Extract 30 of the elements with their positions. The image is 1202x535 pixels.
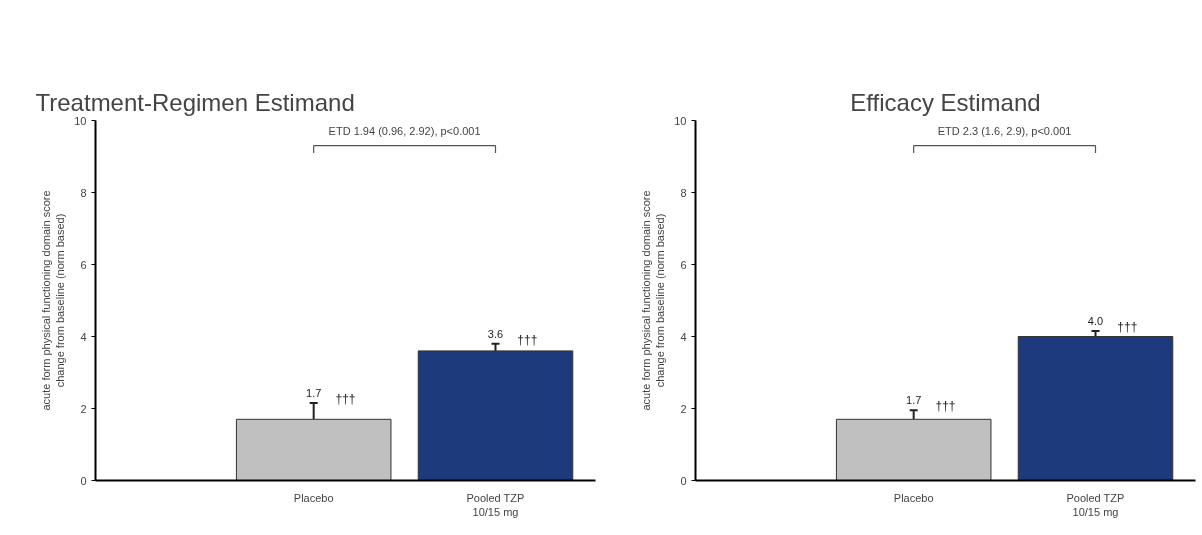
y-tick-label: 0 (680, 474, 687, 487)
annotation: ETD 1.94 (0.96, 2.92), p<0.001 (328, 125, 481, 138)
annotation: ††† (1117, 320, 1138, 335)
y-axis-title: acute form physical functioning domain score change from baseline (norm based) (639, 190, 667, 411)
annotation: ††† (335, 392, 356, 407)
y-tick-label: 6 (680, 258, 687, 271)
annotation: ETD 2.3 (1.6, 2.9), p<0.001 (937, 125, 1072, 138)
x-tick-label: Pooled TZP 10/15 mg (466, 491, 525, 518)
data-label: 1.7 (306, 387, 322, 400)
annotation: ††† (517, 332, 538, 347)
data-label: 4.0 (1087, 315, 1104, 328)
y-tick-label: 4 (680, 330, 687, 343)
chart-title: Efficacy Estimand (850, 88, 1041, 116)
y-tick-label: 6 (80, 258, 87, 271)
y-axis-title: acute form physical functioning domain score change from baseline (norm based) (39, 190, 67, 411)
annotation: ††† (935, 399, 956, 414)
x-tick-label: Placebo (893, 491, 934, 504)
x-tick-label: Pooled TZP 10/15 mg (1066, 491, 1125, 518)
data-label: 1.7 (906, 394, 922, 407)
y-tick-label: 2 (680, 402, 687, 415)
chart-title: Treatment-Regimen Estimand (35, 88, 355, 116)
data-label: 3.6 (487, 327, 504, 340)
y-tick-label: 10 (74, 114, 87, 127)
y-tick-label: 8 (80, 186, 87, 199)
y-tick-label: 4 (80, 330, 87, 343)
y-tick-label: 2 (80, 402, 87, 415)
y-tick-label: 10 (674, 114, 687, 127)
y-tick-label: 0 (80, 474, 87, 487)
x-tick-label: Placebo (293, 491, 334, 504)
y-tick-label: 8 (680, 186, 687, 199)
